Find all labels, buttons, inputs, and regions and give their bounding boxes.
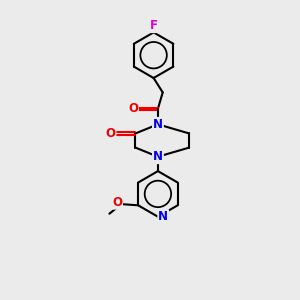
Text: O: O [112, 196, 122, 209]
Text: O: O [128, 102, 138, 115]
Text: F: F [150, 19, 158, 32]
Text: O: O [106, 127, 116, 140]
Text: N: N [153, 150, 163, 163]
Text: N: N [153, 118, 163, 131]
Text: N: N [158, 210, 168, 223]
